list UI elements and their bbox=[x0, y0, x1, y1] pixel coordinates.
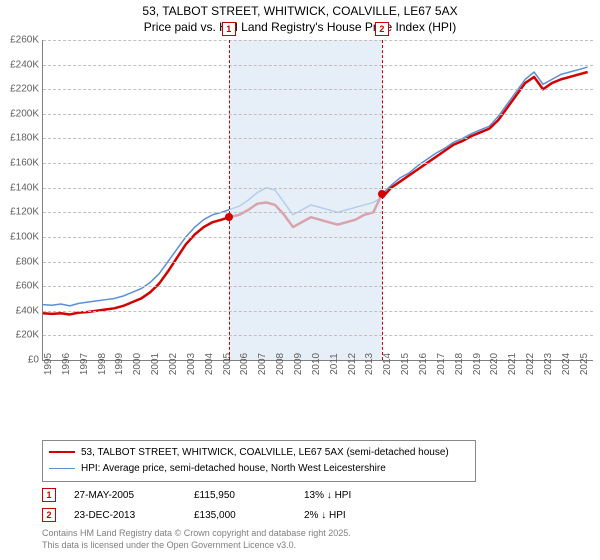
x-tick-label: 2006 bbox=[239, 353, 250, 375]
sale-delta: 2% ↓ HPI bbox=[304, 510, 346, 521]
y-gridline bbox=[43, 311, 593, 312]
sale-row-marker: 2 bbox=[42, 508, 56, 522]
sale-dot bbox=[378, 190, 386, 198]
x-tick-label: 2015 bbox=[400, 353, 411, 375]
x-tick-label: 1998 bbox=[97, 353, 108, 375]
x-tick-label: 2014 bbox=[382, 353, 393, 375]
sale-row-marker: 1 bbox=[42, 488, 56, 502]
y-tick-label: £220K bbox=[1, 84, 39, 95]
x-tick-label: 2017 bbox=[436, 353, 447, 375]
chart-container: 53, TALBOT STREET, WHITWICK, COALVILLE, … bbox=[0, 0, 600, 560]
sale-price: £135,000 bbox=[194, 510, 304, 521]
x-tick-label: 2021 bbox=[507, 353, 518, 375]
legend-item-hpi: HPI: Average price, semi-detached house,… bbox=[49, 461, 469, 477]
x-tick-label: 2025 bbox=[579, 353, 590, 375]
sale-row: 2 23-DEC-2013£135,0002% ↓ HPI bbox=[42, 505, 351, 525]
x-tick-label: 2019 bbox=[472, 353, 483, 375]
x-tick-label: 2022 bbox=[525, 353, 536, 375]
x-tick-label: 2007 bbox=[257, 353, 268, 375]
y-tick-label: £120K bbox=[1, 207, 39, 218]
sale-vline bbox=[382, 40, 383, 360]
x-tick-label: 2004 bbox=[204, 353, 215, 375]
title-line2: Price paid vs. HM Land Registry's House … bbox=[0, 20, 600, 36]
x-tick-label: 2013 bbox=[364, 353, 375, 375]
y-gridline bbox=[43, 286, 593, 287]
sale-row: 1 27-MAY-2005£115,95013% ↓ HPI bbox=[42, 485, 351, 505]
y-gridline bbox=[43, 138, 593, 139]
x-tick-label: 2009 bbox=[293, 353, 304, 375]
y-gridline bbox=[43, 65, 593, 66]
legend-label-price: 53, TALBOT STREET, WHITWICK, COALVILLE, … bbox=[81, 447, 449, 458]
y-tick-label: £260K bbox=[1, 35, 39, 46]
y-tick-label: £240K bbox=[1, 59, 39, 70]
copyright-line1: Contains HM Land Registry data © Crown c… bbox=[42, 528, 351, 540]
legend-item-price: 53, TALBOT STREET, WHITWICK, COALVILLE, … bbox=[49, 445, 469, 461]
y-tick-label: £80K bbox=[1, 256, 39, 267]
x-tick-label: 2024 bbox=[561, 353, 572, 375]
legend-swatch-price bbox=[49, 451, 75, 453]
x-tick-label: 2016 bbox=[418, 353, 429, 375]
chart-title: 53, TALBOT STREET, WHITWICK, COALVILLE, … bbox=[0, 0, 600, 35]
y-gridline bbox=[43, 237, 593, 238]
y-gridline bbox=[43, 89, 593, 90]
x-tick-label: 2008 bbox=[275, 353, 286, 375]
x-tick-label: 2002 bbox=[168, 353, 179, 375]
y-tick-label: £20K bbox=[1, 330, 39, 341]
y-tick-label: £100K bbox=[1, 231, 39, 242]
sales-table: 1 27-MAY-2005£115,95013% ↓ HPI 2 23-DEC-201… bbox=[42, 485, 351, 525]
title-line1: 53, TALBOT STREET, WHITWICK, COALVILLE, … bbox=[0, 4, 600, 20]
x-tick-label: 2011 bbox=[329, 353, 340, 375]
x-tick-label: 2012 bbox=[347, 353, 358, 375]
legend-swatch-hpi bbox=[49, 468, 75, 469]
y-tick-label: £200K bbox=[1, 108, 39, 119]
x-tick-label: 2001 bbox=[150, 353, 161, 375]
copyright-line2: This data is licensed under the Open Gov… bbox=[42, 540, 351, 552]
sale-dot bbox=[225, 213, 233, 221]
sale-price: £115,950 bbox=[194, 490, 304, 501]
chart-area: £0£20K£40K£60K£80K£100K£120K£140K£160K£1… bbox=[42, 40, 592, 400]
y-gridline bbox=[43, 163, 593, 164]
x-tick-label: 2018 bbox=[454, 353, 465, 375]
shaded-region bbox=[229, 40, 382, 360]
plot-region: £0£20K£40K£60K£80K£100K£120K£140K£160K£1… bbox=[42, 40, 593, 361]
y-gridline bbox=[43, 335, 593, 336]
x-tick-label: 1996 bbox=[61, 353, 72, 375]
x-tick-label: 1995 bbox=[43, 353, 54, 375]
sale-marker-1: 1 bbox=[222, 22, 236, 36]
y-gridline bbox=[43, 188, 593, 189]
y-tick-label: £140K bbox=[1, 182, 39, 193]
sale-date: 23-DEC-2013 bbox=[74, 510, 194, 521]
y-tick-label: £160K bbox=[1, 158, 39, 169]
y-tick-label: £180K bbox=[1, 133, 39, 144]
x-tick-label: 1999 bbox=[114, 353, 125, 375]
y-tick-label: £0 bbox=[1, 355, 39, 366]
y-tick-label: £40K bbox=[1, 305, 39, 316]
legend: 53, TALBOT STREET, WHITWICK, COALVILLE, … bbox=[42, 440, 476, 482]
x-tick-label: 2023 bbox=[543, 353, 554, 375]
x-tick-label: 2000 bbox=[132, 353, 143, 375]
y-gridline bbox=[43, 212, 593, 213]
sale-vline bbox=[229, 40, 230, 360]
x-tick-label: 2005 bbox=[222, 353, 233, 375]
y-gridline bbox=[43, 262, 593, 263]
y-gridline bbox=[43, 40, 593, 41]
copyright: Contains HM Land Registry data © Crown c… bbox=[42, 528, 351, 551]
y-tick-label: £60K bbox=[1, 281, 39, 292]
sale-delta: 13% ↓ HPI bbox=[304, 490, 351, 501]
sale-date: 27-MAY-2005 bbox=[74, 490, 194, 501]
x-tick-label: 2003 bbox=[186, 353, 197, 375]
x-tick-label: 2010 bbox=[311, 353, 322, 375]
x-tick-label: 1997 bbox=[79, 353, 90, 375]
y-gridline bbox=[43, 114, 593, 115]
legend-label-hpi: HPI: Average price, semi-detached house,… bbox=[81, 463, 386, 474]
sale-marker-2: 2 bbox=[375, 22, 389, 36]
x-tick-label: 2020 bbox=[489, 353, 500, 375]
